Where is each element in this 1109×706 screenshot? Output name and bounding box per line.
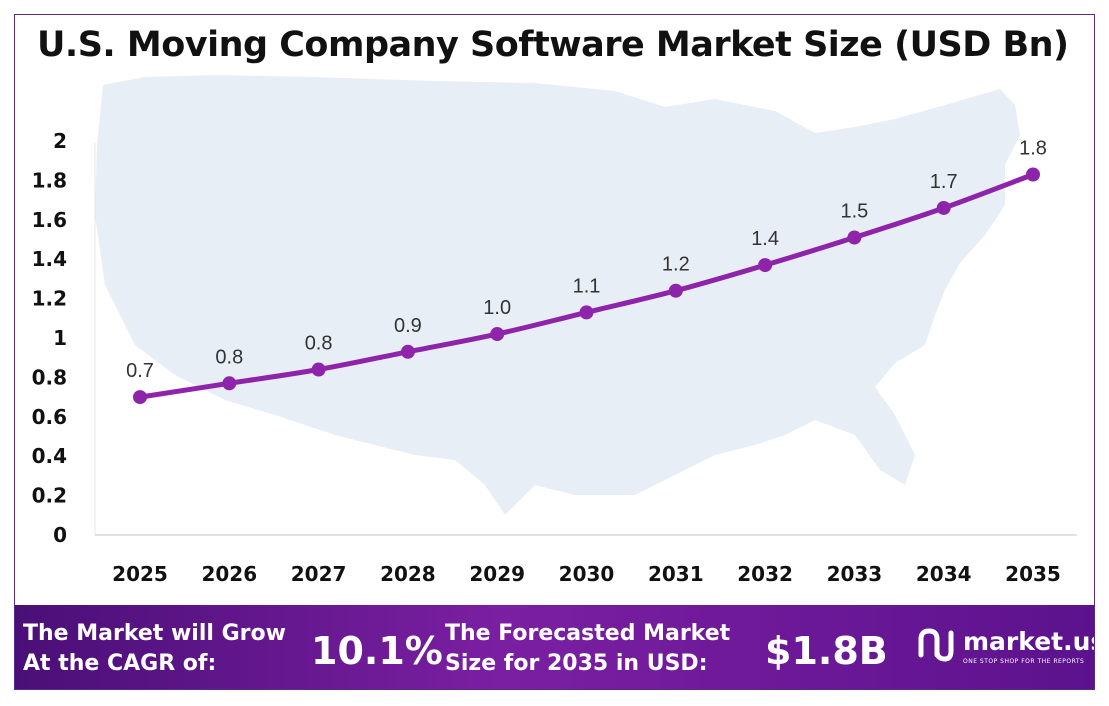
cagr-label-line1: The Market will Grow [23, 621, 286, 646]
x-tick-label: 2033 [827, 562, 883, 586]
x-tick-label: 2031 [648, 562, 704, 586]
y-tick-label: 1 [53, 326, 67, 350]
cagr-value: 10.1% [311, 629, 443, 673]
data-point[interactable] [936, 200, 951, 215]
line-chart: 0 0.2 0.4 0.6 0.8 1 1.2 1.4 1.6 1.8 2 2025 2026 2027… [32, 75, 1077, 586]
forecast-label-line1: The Forecasted Market [445, 621, 731, 646]
y-tick-label: 1.2 [32, 287, 67, 311]
data-label: 0.9 [394, 315, 422, 337]
data-label: 1.8 [1019, 137, 1047, 159]
y-tick-label: 0.4 [32, 444, 67, 468]
us-map-silhouette [95, 75, 1020, 515]
y-tick-label: 0.6 [32, 405, 67, 429]
x-tick-label: 2029 [469, 562, 525, 586]
logo-tagline: ONE STOP SHOP FOR THE REPORTS [963, 658, 1085, 665]
cagr-label: The Market will Grow At the CAGR of: [23, 619, 286, 679]
x-tick-label: 2026 [201, 562, 257, 586]
data-point[interactable] [579, 305, 594, 320]
data-label: 1.4 [751, 228, 779, 250]
forecast-value: $1.8B [765, 629, 888, 673]
market-us-logo[interactable]: market.us ONE STOP SHOP FOR THE REPORTS [915, 625, 1095, 671]
y-tick-label: 1.8 [32, 168, 67, 192]
data-point[interactable] [758, 258, 773, 273]
data-point[interactable] [847, 230, 862, 245]
y-tick-label: 1.6 [32, 208, 67, 232]
data-label: 1.1 [573, 275, 601, 297]
x-tick-label: 2030 [559, 562, 615, 586]
data-label: 1.7 [930, 171, 958, 193]
data-label: 1.5 [840, 201, 868, 223]
data-point[interactable] [222, 376, 237, 391]
x-tick-label: 2032 [737, 562, 793, 586]
data-label: 0.7 [126, 360, 154, 382]
summary-banner: The Market will Grow At the CAGR of: 10.… [15, 605, 1095, 689]
data-point[interactable] [490, 327, 505, 342]
data-label: 0.8 [215, 346, 243, 368]
cagr-label-line2: At the CAGR of: [23, 651, 217, 676]
y-tick-label: 0.2 [32, 484, 67, 508]
x-tick-label: 2035 [1005, 562, 1061, 586]
y-tick-label: 1.4 [32, 247, 67, 271]
chart-title: U.S. Moving Company Software Market Size… [37, 25, 1069, 65]
data-label: 1.2 [662, 254, 690, 276]
data-label: 1.0 [483, 297, 511, 319]
x-tick-label: 2025 [112, 562, 168, 586]
data-point[interactable] [400, 344, 415, 359]
data-point[interactable] [1026, 167, 1040, 182]
data-point[interactable] [133, 390, 147, 405]
data-label: 0.8 [305, 333, 333, 355]
x-tick-label: 2027 [291, 562, 347, 586]
x-tick-label: 2028 [380, 562, 436, 586]
y-tick-label: 0.8 [32, 365, 67, 389]
y-tick-label: 2 [53, 129, 67, 153]
y-tick-label: 0 [53, 523, 67, 547]
forecast-label-line2: Size for 2035 in USD: [445, 651, 708, 676]
data-point[interactable] [311, 362, 326, 377]
logo-wordmark: market.us [963, 627, 1095, 656]
forecast-label: The Forecasted Market Size for 2035 in U… [445, 619, 730, 679]
market-us-logo-icon [918, 628, 954, 662]
chart-frame: 0 0.2 0.4 0.6 0.8 1 1.2 1.4 1.6 1.8 2 2025 2026 2027… [14, 14, 1095, 690]
x-tick-label: 2034 [916, 562, 972, 586]
data-point[interactable] [668, 283, 683, 298]
